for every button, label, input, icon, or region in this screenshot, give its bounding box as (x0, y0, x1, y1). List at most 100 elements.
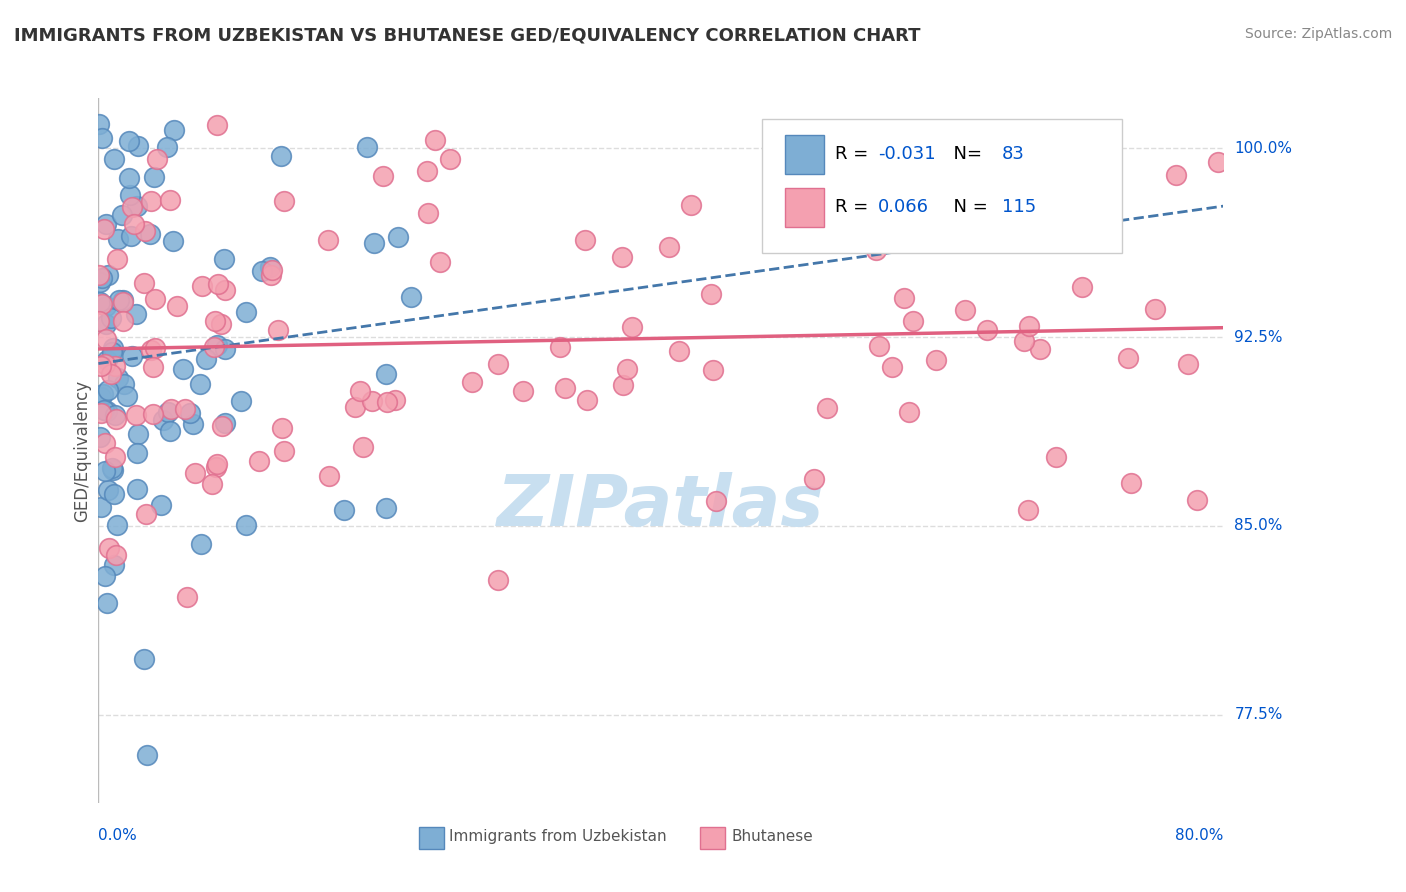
Point (259, 260, 281, 274)
Point (127, 139, 149, 153)
Point (1143, 302, 1166, 317)
Point (702, 362, 724, 376)
Point (262, 263, 284, 277)
Point (146, 152, 169, 166)
Point (112, 294, 135, 309)
Point (316, 233, 339, 247)
Point (121, 349, 143, 363)
Point (486, 357, 509, 371)
Point (91, 271, 114, 285)
Point (90, 500, 112, 514)
Point (162, 234, 184, 248)
Point (211, 419, 233, 434)
Point (101, 463, 124, 477)
Point (143, 292, 166, 306)
Point (104, 450, 127, 464)
FancyBboxPatch shape (785, 135, 824, 174)
Point (706, 494, 728, 508)
Point (94, 357, 117, 371)
Point (575, 392, 598, 407)
Point (103, 152, 125, 166)
Point (111, 293, 134, 307)
Text: 92.5%: 92.5% (1234, 330, 1282, 344)
Point (429, 255, 451, 269)
Point (139, 343, 162, 358)
Point (111, 209, 134, 223)
Point (100, 345, 122, 359)
Point (94, 218, 117, 232)
Text: N=: N= (942, 145, 988, 163)
Point (135, 507, 157, 521)
Point (184, 466, 207, 480)
Point (201, 476, 224, 491)
Point (374, 367, 396, 381)
Point (423, 133, 446, 147)
Point (105, 518, 128, 533)
Point (139, 227, 162, 242)
Point (98, 541, 121, 556)
Point (668, 343, 690, 358)
Text: 77.5%: 77.5% (1234, 707, 1282, 723)
Point (143, 341, 166, 355)
Point (173, 402, 195, 417)
Point (1116, 351, 1139, 366)
Point (94, 299, 117, 313)
Point (1029, 343, 1052, 357)
Point (612, 377, 634, 392)
Text: 100.0%: 100.0% (1234, 141, 1292, 156)
Point (94, 569, 117, 583)
Point (120, 229, 142, 244)
Point (439, 152, 461, 166)
Point (179, 406, 201, 420)
Point (271, 421, 294, 435)
Text: R =: R = (835, 145, 875, 163)
Point (105, 548, 128, 562)
Text: Immigrants from Uzbekistan: Immigrants from Uzbekistan (450, 830, 666, 844)
Point (121, 200, 143, 214)
Point (163, 123, 186, 137)
Point (87, 314, 110, 328)
Point (250, 263, 273, 277)
Point (778, 232, 800, 246)
Point (125, 307, 148, 321)
FancyBboxPatch shape (419, 828, 444, 848)
Point (658, 240, 681, 254)
Point (205, 119, 228, 133)
FancyBboxPatch shape (785, 188, 824, 227)
Point (205, 338, 228, 352)
Point (371, 169, 394, 183)
Point (270, 149, 292, 163)
Point (387, 230, 409, 244)
Point (207, 457, 229, 471)
Point (896, 207, 918, 221)
Point (865, 244, 887, 258)
Point (190, 536, 212, 550)
Point (808, 202, 831, 217)
Point (1017, 503, 1039, 517)
Point (416, 206, 439, 220)
Point (343, 400, 366, 414)
Point (953, 302, 976, 317)
Point (159, 424, 181, 438)
Point (621, 319, 644, 334)
Point (101, 461, 124, 475)
Point (1177, 357, 1199, 371)
Point (1185, 493, 1208, 508)
Point (512, 384, 534, 399)
Point (159, 193, 181, 207)
Text: 115: 115 (1001, 198, 1036, 217)
Point (94, 465, 117, 479)
Point (374, 501, 396, 516)
Point (363, 235, 385, 250)
Point (112, 377, 135, 392)
Point (897, 405, 920, 419)
Point (100, 367, 122, 381)
Text: N =: N = (942, 198, 994, 217)
Point (207, 277, 229, 291)
Point (188, 376, 211, 391)
Point (89, 430, 111, 444)
Point (96, 352, 118, 367)
Point (90, 131, 112, 145)
Text: IMMIGRANTS FROM UZBEKISTAN VS BHUTANESE GED/EQUIVALENCY CORRELATION CHART: IMMIGRANTS FROM UZBEKISTAN VS BHUTANESE … (14, 27, 921, 45)
Point (460, 375, 482, 389)
